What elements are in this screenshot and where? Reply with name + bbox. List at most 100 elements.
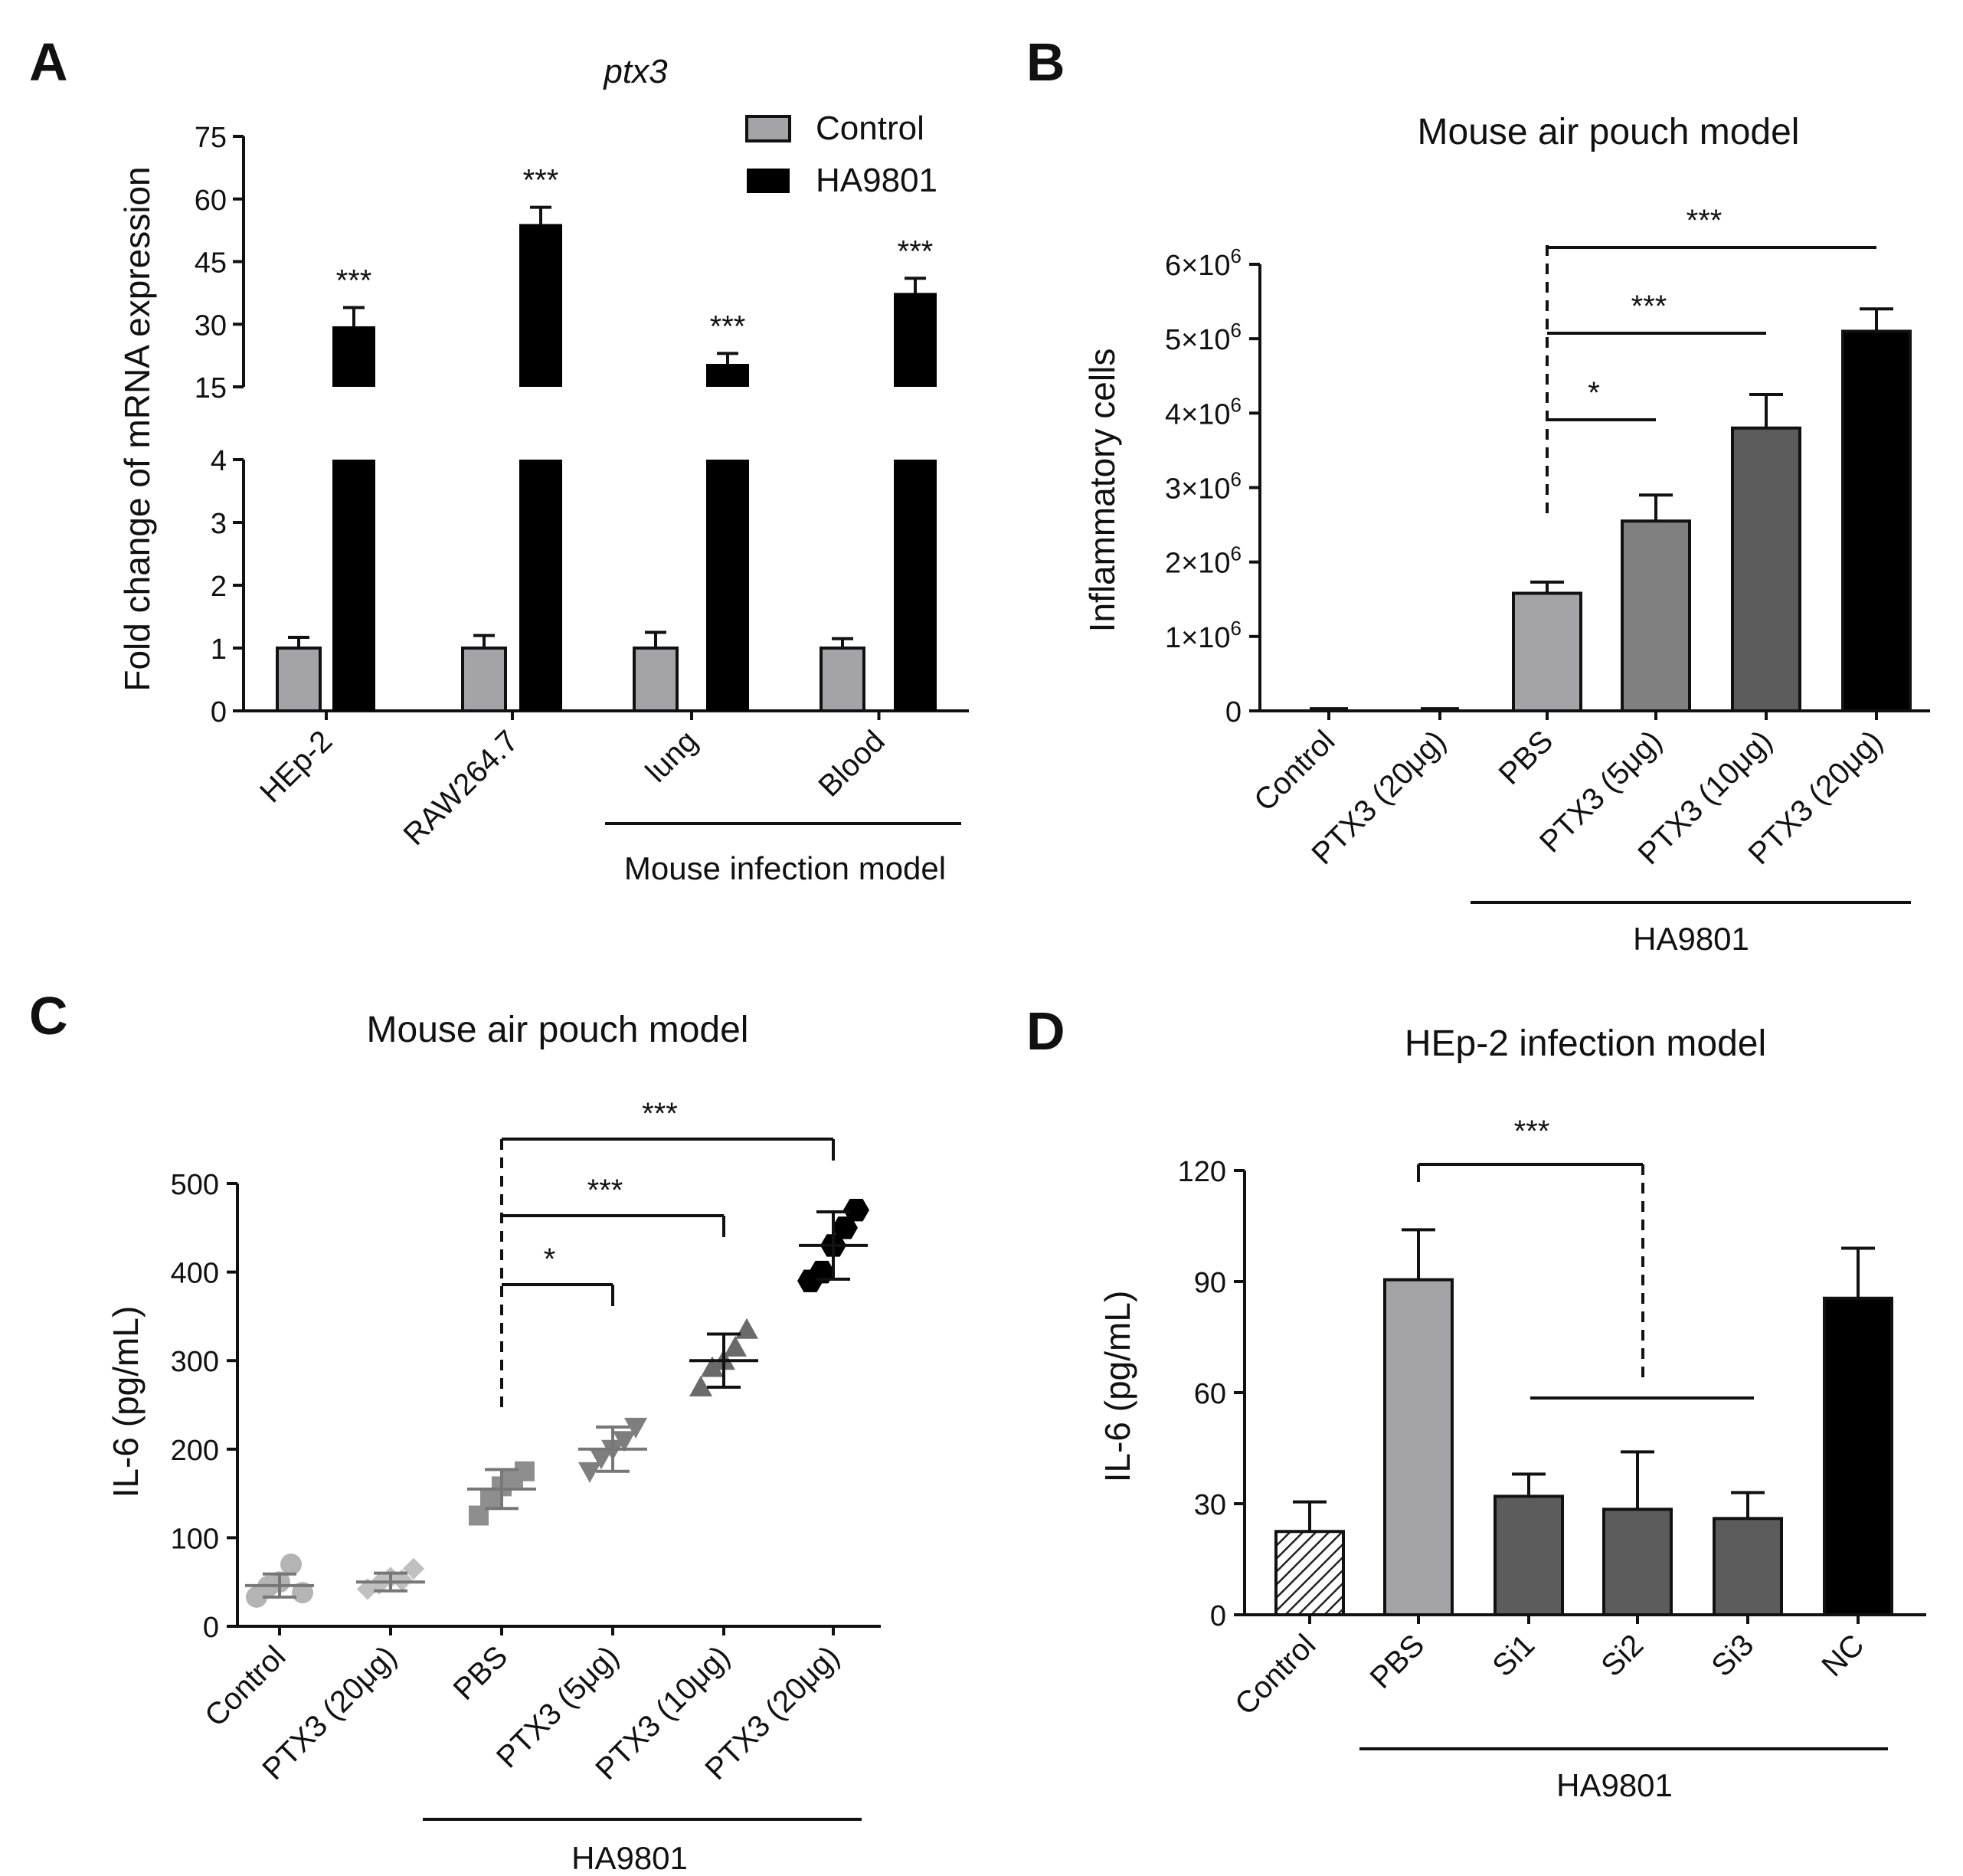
bar-control bbox=[276, 647, 322, 712]
x-tick-label: Si2 bbox=[1595, 1628, 1650, 1683]
y-tick-label: 200 bbox=[171, 1435, 219, 1467]
bar bbox=[1383, 1278, 1454, 1617]
group-label: HA9801 bbox=[571, 1840, 688, 1876]
bar-control bbox=[461, 647, 507, 712]
data-point bbox=[724, 1335, 747, 1357]
panel-d-chart: HEp-2 infection model IL-6 (pg/mL) 0 30 60 90… bbox=[1098, 1023, 1926, 1803]
bar-control bbox=[820, 647, 865, 712]
y-tick-label: 3×106 bbox=[1165, 468, 1242, 506]
panel-letter-c: C bbox=[29, 986, 68, 1046]
y-axis-label: IL-6 (pg/mL) bbox=[1098, 1291, 1137, 1483]
x-tick-label: RAW264.7 bbox=[398, 724, 525, 852]
y-tick-label: 1×106 bbox=[1165, 617, 1242, 654]
panel-c-chart: Mouse air pouch model IL-6 (pg/mL) 0 100 200… bbox=[106, 1010, 881, 1876]
bar bbox=[1602, 1508, 1673, 1616]
y-tick-label: 30 bbox=[195, 309, 227, 342]
y-tick-label: 2 bbox=[211, 571, 227, 603]
significance-label: *** bbox=[898, 234, 934, 268]
bar bbox=[1494, 1495, 1564, 1617]
chart-title: ptx3 bbox=[602, 53, 668, 90]
y-axis-label: IL-6 (pg/mL) bbox=[106, 1306, 146, 1498]
y-tick-label: 60 bbox=[195, 185, 227, 217]
y-tick-label: 2×106 bbox=[1165, 542, 1242, 580]
bar-ha9801-lower bbox=[706, 460, 749, 711]
significance-label: * bbox=[1588, 376, 1600, 410]
y-tick-label: 120 bbox=[1178, 1156, 1226, 1188]
significance-label: *** bbox=[642, 1097, 678, 1131]
bar-ha9801-lower bbox=[894, 460, 937, 711]
data-point bbox=[280, 1554, 302, 1576]
y-tick-label: 5×106 bbox=[1165, 319, 1242, 356]
bar bbox=[1621, 519, 1691, 712]
bar bbox=[1731, 426, 1801, 712]
y-tick-label: 300 bbox=[171, 1346, 219, 1378]
chart-title: HEp-2 infection model bbox=[1405, 1023, 1766, 1064]
x-tick-label: HEp-2 bbox=[254, 724, 339, 809]
data-point bbox=[832, 1216, 858, 1239]
data-point bbox=[613, 1431, 636, 1452]
bar-ha9801-upper bbox=[894, 293, 937, 387]
panel-b-chart: Mouse air pouch model Inflammatory cells 0… bbox=[1082, 112, 1930, 957]
y-tick-label: 1 bbox=[211, 634, 227, 666]
y-tick-label: 0 bbox=[203, 1612, 219, 1644]
group-label: Mouse infection model bbox=[624, 850, 946, 886]
legend-swatch-control bbox=[745, 115, 791, 142]
x-tick-label: PBS bbox=[1493, 724, 1560, 791]
y-tick-label: 60 bbox=[1194, 1378, 1226, 1410]
significance-label: *** bbox=[710, 309, 746, 343]
data-point bbox=[515, 1461, 535, 1481]
x-tick-label: NC bbox=[1815, 1628, 1870, 1683]
y-tick-label: 6×106 bbox=[1165, 244, 1242, 282]
y-tick-label: 0 bbox=[211, 696, 227, 728]
y-tick-label: 400 bbox=[171, 1258, 219, 1290]
x-tick-label: Control bbox=[1229, 1628, 1322, 1721]
y-tick-label: 0 bbox=[1225, 696, 1242, 728]
panel-letter-b: B bbox=[1026, 32, 1065, 92]
y-tick-label: 4 bbox=[211, 445, 227, 477]
y-tick-label: 3 bbox=[211, 508, 227, 540]
bar bbox=[1512, 591, 1582, 713]
chart-title: Mouse air pouch model bbox=[367, 1010, 749, 1050]
y-tick-label: 15 bbox=[195, 372, 227, 404]
x-tick-label: Blood bbox=[812, 724, 891, 803]
x-tick-label: PBS bbox=[447, 1639, 515, 1707]
panel-letter-d: D bbox=[1026, 1001, 1065, 1061]
data-point bbox=[735, 1318, 758, 1339]
y-tick-label: 90 bbox=[1194, 1267, 1226, 1299]
x-tick-label: Si1 bbox=[1486, 1628, 1541, 1683]
x-tick-label: PBS bbox=[1364, 1628, 1431, 1695]
data-point bbox=[843, 1198, 869, 1222]
data-point bbox=[701, 1356, 724, 1377]
bar-ha9801-lower bbox=[519, 460, 562, 711]
significance-label: *** bbox=[1514, 1115, 1550, 1148]
x-tick-label: Control bbox=[1248, 724, 1341, 817]
bar bbox=[1841, 329, 1912, 712]
y-tick-label: 0 bbox=[1210, 1600, 1226, 1632]
legend-label-ha9801: HA9801 bbox=[816, 162, 937, 199]
data-point bbox=[689, 1375, 712, 1396]
data-point bbox=[292, 1582, 313, 1604]
x-tick-label: lung bbox=[640, 724, 705, 789]
y-tick-label: 100 bbox=[171, 1523, 219, 1555]
y-tick-label: 500 bbox=[171, 1169, 219, 1201]
panel-letter-a: A bbox=[29, 32, 68, 92]
group-label: HA9801 bbox=[1633, 921, 1749, 957]
y-tick-label: 75 bbox=[195, 122, 227, 154]
bar-ha9801-upper bbox=[706, 364, 749, 387]
bar-ha9801-upper bbox=[519, 224, 562, 387]
data-point bbox=[590, 1449, 613, 1470]
group-label: HA9801 bbox=[1556, 1767, 1673, 1803]
x-tick-label: Si3 bbox=[1705, 1628, 1760, 1683]
bar bbox=[1823, 1296, 1893, 1616]
data-point bbox=[578, 1462, 601, 1483]
data-point bbox=[391, 1569, 414, 1592]
significance-label: *** bbox=[587, 1174, 623, 1207]
y-tick-label: 30 bbox=[1194, 1489, 1226, 1521]
data-point bbox=[624, 1417, 647, 1439]
x-tick-label: Control bbox=[198, 1639, 292, 1733]
bar bbox=[1274, 1530, 1345, 1616]
significance-label: *** bbox=[523, 164, 559, 198]
significance-label: *** bbox=[1631, 290, 1667, 323]
y-axis-label: Inflammatory cells bbox=[1082, 349, 1122, 633]
